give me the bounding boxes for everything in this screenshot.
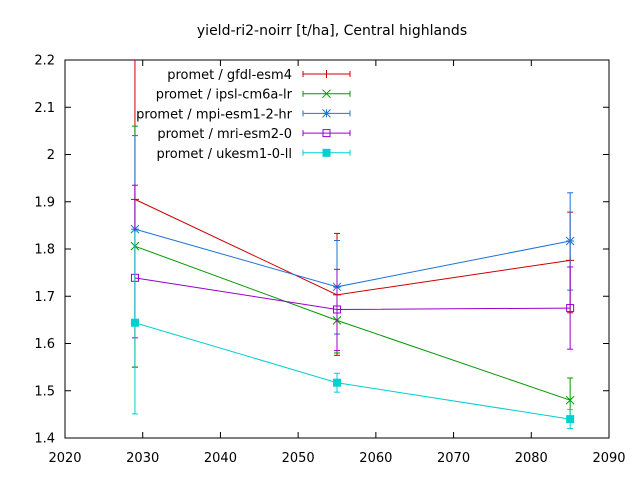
series-line [134, 277, 571, 310]
x-axis: 2020 2030 2040 2050 2060 2070 2080 2090 [48, 60, 626, 466]
series-line [134, 198, 571, 296]
legend-item: promet / mri-esm2-0 [157, 127, 351, 142]
data-point-shape [333, 378, 341, 387]
y-tick-label: 1.9 [34, 195, 55, 210]
legend-label: promet / mpi-esm1-2-hr [136, 107, 292, 122]
series-4 [130, 230, 575, 430]
series-line [134, 228, 571, 288]
y-tick-label: 1.8 [34, 243, 55, 258]
data-point [333, 305, 341, 314]
legend-item: promet / ipsl-cm6a-lr [156, 88, 351, 103]
series-3 [130, 184, 575, 352]
legend-item: promet / ukesm1-0-ll [156, 147, 351, 162]
y-tick-label: 2 [47, 148, 55, 163]
data-point-shape [333, 305, 341, 314]
legend-label: promet / ukesm1-0-ll [156, 147, 292, 162]
legend-marker [322, 148, 331, 157]
legend-marker-stroke [322, 89, 331, 99]
data-point-shape [130, 318, 139, 327]
series-2 [130, 135, 575, 335]
data-point-stroke [565, 395, 575, 405]
series-line [134, 322, 571, 420]
x-tick-label: 2070 [437, 451, 470, 466]
x-tick-label: 2080 [515, 451, 548, 466]
data-point [566, 415, 575, 424]
data-point [565, 236, 575, 246]
data-point [566, 304, 575, 313]
x-tick-label: 2050 [282, 451, 315, 466]
x-tick-label: 2020 [48, 451, 81, 466]
legend-marker [322, 109, 331, 118]
chart-title: yield-ri2-noirr [t/ha], Central highland… [197, 23, 467, 39]
y-tick-label: 1.5 [34, 384, 55, 399]
x-tick-label: 2040 [204, 451, 237, 466]
legend-label: promet / gfdl-esm4 [167, 68, 292, 83]
y-tick-label: 1.7 [34, 290, 55, 305]
legend-marker-stroke [322, 109, 331, 118]
data-point-shape [566, 304, 575, 313]
y-tick-label: 1.4 [34, 432, 55, 447]
y-tick-label: 1.6 [34, 337, 55, 352]
series-line [134, 245, 571, 401]
legend-item: promet / gfdl-esm4 [167, 68, 351, 83]
series-layer [130, 60, 575, 430]
legend: promet / gfdl-esm4 promet / ipsl-cm6a-lr p… [136, 68, 351, 162]
data-point [130, 318, 139, 327]
y-tick-label: 2.1 [34, 101, 55, 116]
x-tick-label: 2060 [359, 451, 392, 466]
data-point-shape [566, 415, 575, 424]
series-0 [130, 60, 575, 368]
data-point-stroke [565, 236, 575, 246]
error-bar [567, 266, 574, 350]
y-tick-label: 2.2 [34, 54, 55, 69]
legend-marker-shape [322, 148, 331, 157]
x-tick-label: 2090 [592, 451, 625, 466]
data-point [565, 395, 575, 405]
data-point [333, 378, 341, 387]
y-axis: 1.4 1.5 1.6 1.7 1.8 1.9 2 2.1 2.2 [34, 54, 609, 447]
legend-label: promet / ipsl-cm6a-lr [156, 88, 293, 103]
legend-marker [322, 89, 331, 99]
x-tick-label: 2030 [126, 451, 159, 466]
error-bar [334, 268, 340, 352]
legend-item: promet / mpi-esm1-2-hr [136, 107, 351, 122]
legend-label: promet / mri-esm2-0 [157, 127, 292, 142]
legend-marker-shape [322, 129, 331, 138]
series-1 [130, 125, 575, 420]
legend-marker [322, 129, 331, 138]
legend-marker [322, 70, 331, 78]
